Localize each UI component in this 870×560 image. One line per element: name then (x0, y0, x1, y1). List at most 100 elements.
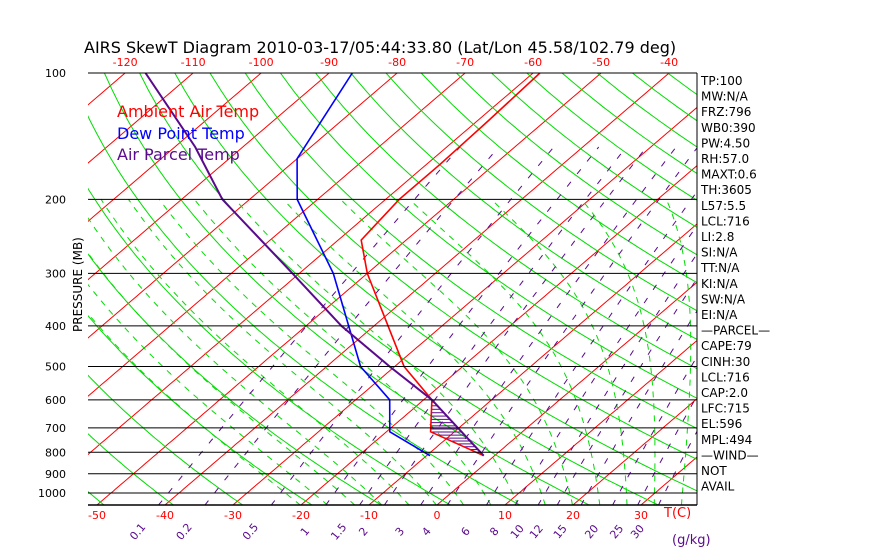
dry-adiabat-line (350, 73, 697, 341)
bottom-temp-tick-label: -40 (156, 509, 174, 522)
mixing-ratio-tick-label: 30 (628, 522, 647, 541)
top-temp-tick-label: -40 (660, 56, 678, 69)
mixing-ratio-tick-label: 0.1 (127, 521, 148, 543)
bottom-temp-tick-label: 0 (434, 509, 441, 522)
mixing-ratio-line (580, 310, 697, 505)
index-label: NOT (701, 464, 727, 478)
dry-adiabat-line (667, 73, 697, 96)
moist-adiabat-line (409, 199, 601, 505)
chart-title: AIRS SkewT Diagram 2010-03-17/05:44:33.8… (84, 38, 676, 57)
mixing-ratio-tick-label: 0.2 (174, 521, 195, 543)
isotherm-line (164, 73, 670, 505)
isotherm-line (572, 398, 697, 505)
moist-adiabat-line (88, 252, 356, 505)
top-temp-tick-label: -70 (456, 56, 474, 69)
index-label: AVAIL (701, 480, 735, 494)
index-label: TT:N/A (700, 261, 740, 275)
pressure-tick-label: 900 (45, 468, 66, 481)
bottom-temp-tick-label: 30 (634, 509, 648, 522)
top-temp-tick-label: -80 (388, 56, 406, 69)
index-label: FRZ:796 (701, 105, 751, 119)
mixing-ratio-line (485, 190, 697, 505)
index-label: MW:N/A (701, 90, 749, 104)
series-line-ambient-air-temp (360, 73, 541, 457)
index-label: LFC:715 (701, 402, 750, 416)
dry-adiabat-line (88, 491, 105, 505)
bottom-temp-tick-label: 10 (498, 509, 512, 522)
dry-adiabat-line (279, 73, 697, 399)
dry-adiabat-line (244, 73, 697, 430)
index-label: SI:N/A (701, 246, 738, 260)
moist-adiabat-line (128, 199, 437, 505)
bottom-temp-tick-label: -20 (292, 509, 310, 522)
moist-adiabat-line (88, 283, 329, 505)
bottom-temp-tick-label: -50 (88, 509, 106, 522)
top-temp-tick-label: -90 (320, 56, 338, 69)
top-temp-tick-label: -110 (181, 56, 206, 69)
legend: Ambient Air Temp Dew Point Temp Air Parc… (117, 102, 259, 164)
isotherm-line (0, 73, 57, 505)
data-series (144, 73, 541, 457)
pressure-tick-label: 300 (45, 267, 66, 280)
index-label: WB0:390 (701, 121, 756, 135)
dry-adiabat-line (773, 73, 870, 505)
index-label: LCL:716 (701, 370, 750, 384)
mixing-ratio-line (358, 146, 627, 505)
moist-adiabat-line (581, 199, 656, 505)
series-line-air-parcel-temp (144, 73, 485, 457)
dry-adiabat-line (526, 73, 697, 201)
index-label: MPL:494 (701, 433, 752, 447)
isotherm-line (504, 339, 697, 505)
isotherm-line (88, 73, 534, 456)
series-line-dew-point-temp (296, 73, 431, 457)
moist-adiabat-line (234, 199, 519, 505)
pressure-tick-label: 600 (45, 394, 66, 407)
index-label: KI:N/A (701, 277, 738, 291)
index-label: CINH:30 (701, 355, 750, 369)
dry-adiabat-line (88, 253, 382, 505)
index-label: LI:2.8 (701, 230, 734, 244)
isotherm-line (88, 73, 398, 339)
isotherm-line (368, 223, 697, 505)
index-label: EI:N/A (701, 308, 738, 322)
moist-adiabat-line (490, 199, 628, 505)
index-label: TP:100 (700, 74, 743, 88)
isotherm-line (640, 456, 697, 505)
dry-adiabat-line (88, 374, 244, 505)
legend-parcel: Air Parcel Temp (117, 145, 240, 164)
mixing-ratio-tick-label: 3 (393, 525, 407, 539)
dry-adiabat-line (88, 433, 175, 505)
index-label: RH:57.0 (701, 152, 749, 166)
pressure-tick-label: 200 (45, 193, 66, 206)
mixing-ratio-line (420, 146, 677, 505)
y-axis-label: PRESSURE (MB) (71, 237, 85, 332)
isotherm-line (436, 281, 697, 505)
background-grid (0, 73, 870, 505)
index-label: EL:596 (701, 417, 742, 431)
mixing-ratio-unit: (g/kg) (672, 533, 711, 548)
isotherm-line (777, 73, 870, 505)
top-temp-tick-label: -50 (592, 56, 610, 69)
mixing-ratio-line (157, 146, 461, 505)
dry-adiabat-line (88, 315, 313, 505)
index-label: L57:5.5 (701, 199, 746, 213)
dry-adiabat-line (456, 73, 697, 256)
mixing-ratio-line (446, 147, 697, 505)
mixing-ratio-tick-label: 10 (508, 522, 527, 541)
moist-adiabat-line (340, 199, 574, 505)
index-label: TH:3605 (700, 183, 752, 197)
mixing-ratio-tick-label: 8 (487, 525, 501, 539)
dry-adiabat-line (491, 73, 697, 228)
moist-adiabat-line (282, 199, 546, 505)
legend-ambient: Ambient Air Temp (117, 102, 259, 121)
index-label: CAPE:79 (701, 339, 752, 353)
isotherm-line (300, 165, 697, 505)
mixing-ratio-tick-label: 6 (458, 525, 472, 539)
dry-adiabat-line (103, 73, 590, 505)
mixing-ratio-line (204, 146, 500, 505)
index-label: CAP:2.0 (701, 386, 748, 400)
dry-adiabat-line (385, 73, 697, 312)
index-label: —PARCEL— (701, 324, 770, 338)
